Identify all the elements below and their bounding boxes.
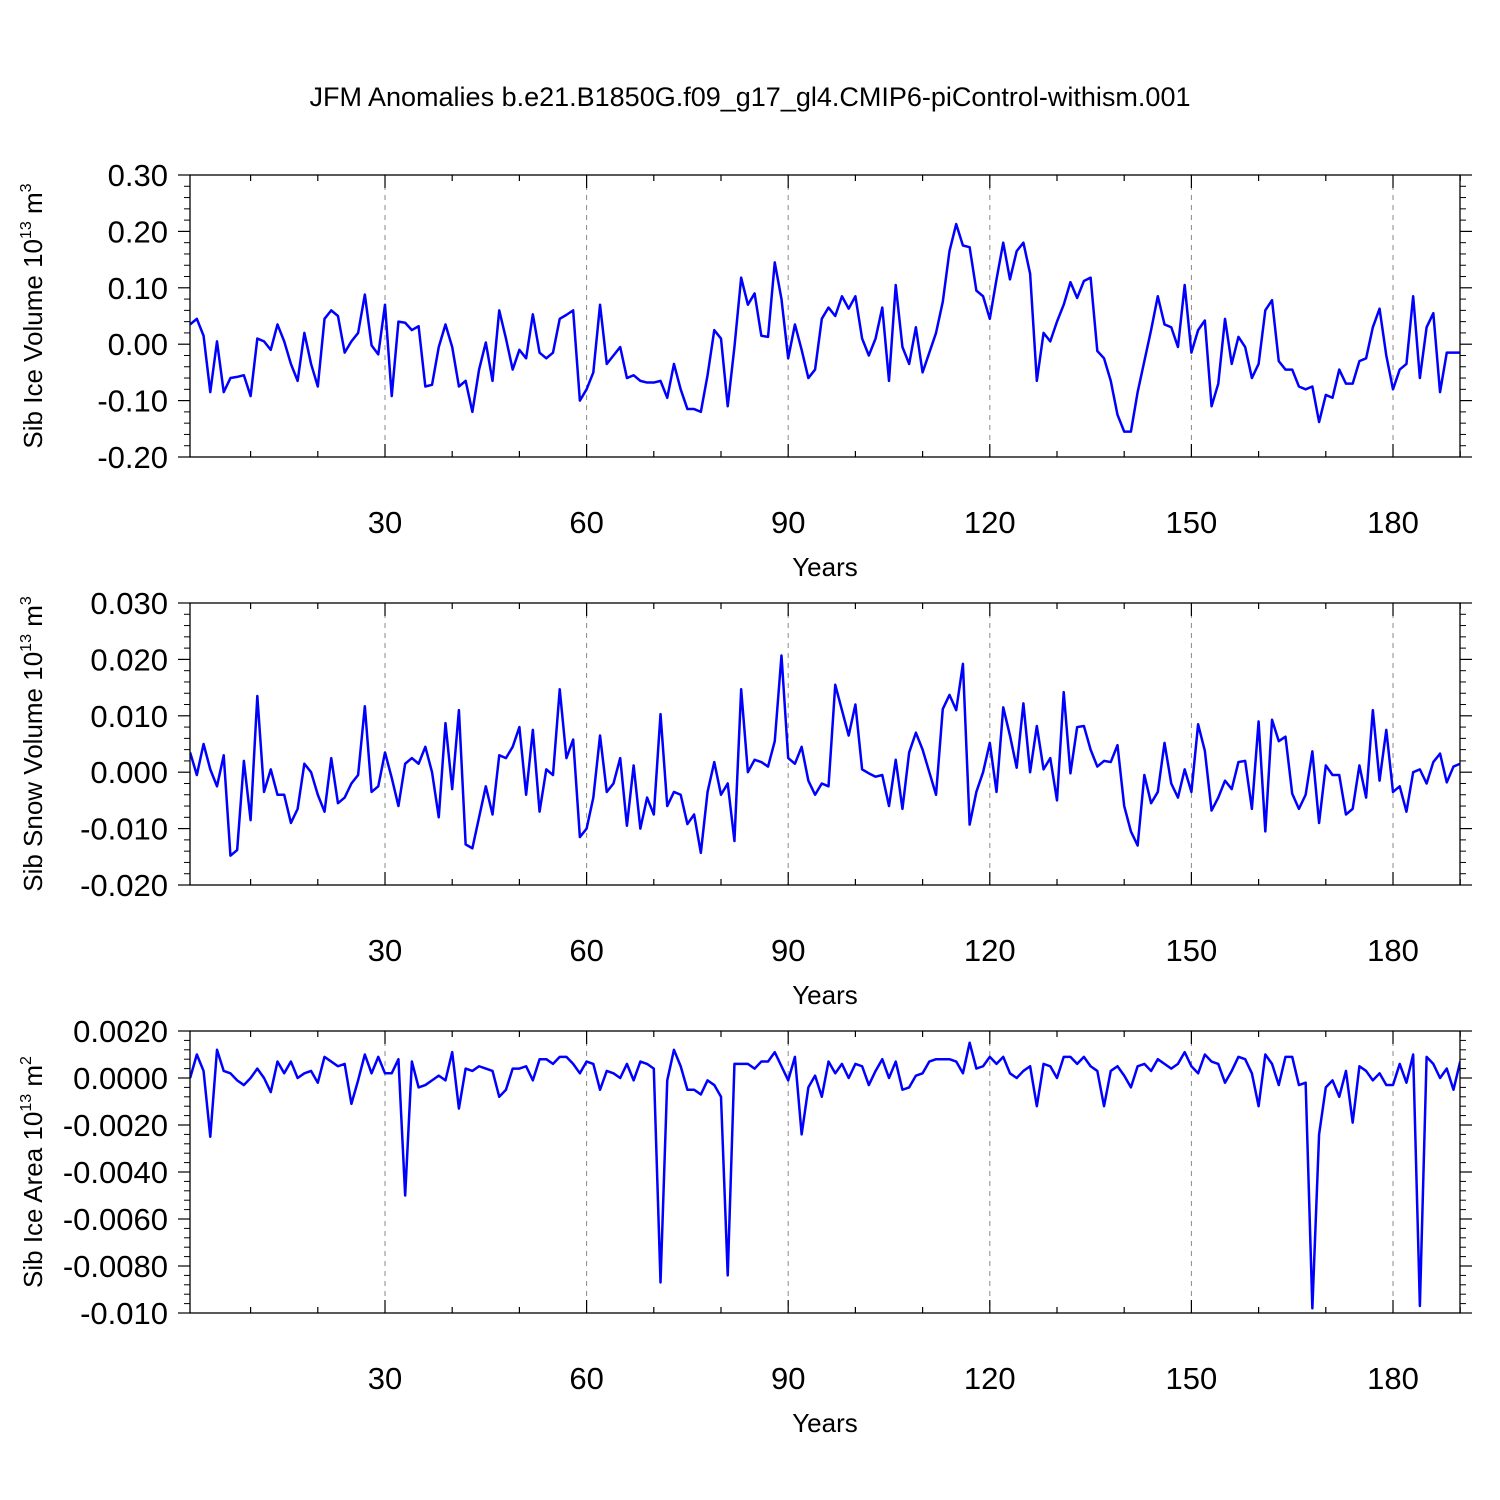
y-axis-title-exponent: 13	[18, 634, 35, 652]
x-tick-label: 180	[1367, 933, 1419, 968]
y-axis-title-base: Sib Ice Area 10	[18, 1112, 48, 1288]
y-tick-label: 0.0020	[73, 1014, 168, 1049]
y-axis-title-unit-exponent: 3	[18, 183, 35, 192]
y-axis-title-unit: m	[18, 605, 48, 634]
y-tick-label: 0.020	[90, 642, 168, 677]
y-tick-label: -0.010	[80, 1296, 168, 1331]
y-axis-title: Sib Snow Volume 1013 m3	[18, 596, 48, 892]
y-axis-title-unit-exponent: 3	[18, 596, 35, 605]
x-tick-label: 90	[771, 505, 805, 540]
y-tick-label: -0.020	[80, 868, 168, 903]
y-tick-label: 0.000	[90, 755, 168, 790]
data-series-line	[190, 222, 1460, 433]
x-tick-label: 120	[964, 505, 1016, 540]
x-tick-label: 150	[1166, 505, 1218, 540]
plot-frame	[189, 1030, 1461, 1314]
x-tick-label: 180	[1367, 505, 1419, 540]
y-tick-label: 0.030	[90, 586, 168, 621]
y-axis-title: Sib Ice Area 1013 m2	[18, 1056, 48, 1288]
y-axis-title-unit: m	[18, 192, 48, 221]
x-tick-label: 150	[1166, 933, 1218, 968]
y-tick-label: 0.00	[108, 327, 168, 362]
x-tick-label: 150	[1166, 1361, 1218, 1396]
chart-panel-3: -0.010 -0.0080 -0.0060 -0.0040 -0.0020 0.0000…	[18, 1014, 1472, 1438]
y-tick-label: 0.010	[90, 699, 168, 734]
y-tick-label: 0.20	[108, 214, 168, 249]
y-tick-label: -0.0040	[63, 1155, 168, 1190]
y-tick-label: -0.0020	[63, 1108, 168, 1143]
y-tick-label: 0.0000	[73, 1061, 168, 1096]
x-tick-label: 90	[771, 933, 805, 968]
chart-panel-1: -0.20 -0.10 0.00 0.10 0.20 0.30 30 60 90 120 150 18…	[18, 158, 1472, 582]
y-axis-title-base: Sib Ice Volume 10	[18, 239, 48, 449]
y-axis-title: Sib Ice Volume 1013 m3	[18, 183, 48, 448]
x-tick-label: 120	[964, 933, 1016, 968]
chart-title: JFM Anomalies b.e21.B1850G.f09_g17_gl4.C…	[309, 82, 1191, 112]
plot-frame	[189, 174, 1461, 458]
x-axis-title: Years	[792, 552, 858, 582]
y-axis-title-exponent: 13	[18, 1094, 35, 1112]
data-series-line	[190, 654, 1460, 857]
y-axis-title-unit: m	[18, 1065, 48, 1094]
y-tick-label: -0.10	[97, 384, 168, 419]
x-tick-label: 60	[569, 933, 603, 968]
x-tick-label: 30	[368, 1361, 402, 1396]
y-tick-label: -0.010	[80, 812, 168, 847]
x-axis-title: Years	[792, 1408, 858, 1438]
x-tick-label: 30	[368, 505, 402, 540]
y-tick-label: -0.20	[97, 440, 168, 475]
x-tick-label: 30	[368, 933, 402, 968]
y-tick-label: 0.10	[108, 271, 168, 306]
chart-panel-2: -0.020 -0.010 0.000 0.010 0.020 0.030 30 60 90 12…	[18, 586, 1472, 1010]
y-axis-title-base: Sib Snow Volume 10	[18, 652, 48, 892]
x-tick-label: 180	[1367, 1361, 1419, 1396]
x-axis-title: Years	[792, 980, 858, 1010]
x-tick-label: 60	[569, 505, 603, 540]
y-axis-title-exponent: 13	[18, 221, 35, 239]
y-tick-label: 0.30	[108, 158, 168, 193]
x-tick-label: 90	[771, 1361, 805, 1396]
y-tick-label: -0.0060	[63, 1202, 168, 1237]
x-tick-label: 60	[569, 1361, 603, 1396]
x-tick-label: 120	[964, 1361, 1016, 1396]
y-tick-label: -0.0080	[63, 1249, 168, 1284]
data-series-line	[190, 1041, 1460, 1310]
plot-frame	[189, 602, 1461, 886]
y-axis-title-unit-exponent: 2	[18, 1056, 35, 1065]
